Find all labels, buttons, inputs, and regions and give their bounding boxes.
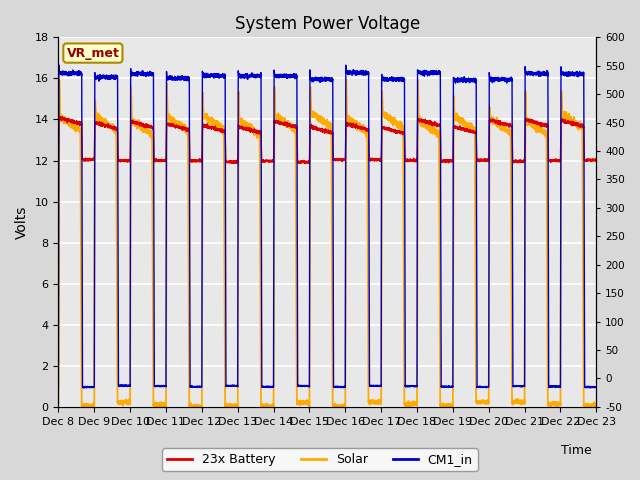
Text: VR_met: VR_met — [67, 47, 119, 60]
CM1_in — [54, 384, 62, 390]
23x Battery — [257, 138, 265, 144]
Solar — [54, 403, 62, 408]
Solar — [296, 398, 303, 404]
Line: CM1_in: CM1_in — [58, 65, 596, 388]
23x Battery — [56, 114, 63, 120]
Text: Time: Time — [561, 444, 591, 457]
CM1_in — [588, 384, 596, 390]
Solar — [182, 127, 190, 132]
Solar — [257, 404, 265, 409]
23x Battery — [182, 126, 190, 132]
Title: System Power Voltage: System Power Voltage — [235, 15, 420, 33]
Solar — [332, 407, 339, 412]
Y-axis label: Volts: Volts — [15, 205, 29, 239]
23x Battery — [185, 127, 193, 132]
23x Battery — [180, 126, 188, 132]
23x Battery — [301, 161, 308, 167]
23x Battery — [296, 159, 303, 165]
Solar — [593, 403, 600, 408]
Legend: 23x Battery, Solar, CM1_in: 23x Battery, Solar, CM1_in — [163, 448, 477, 471]
23x Battery — [588, 157, 596, 163]
23x Battery — [54, 156, 62, 162]
CM1_in — [182, 75, 190, 81]
CM1_in — [180, 76, 188, 82]
CM1_in — [81, 385, 89, 391]
Line: Solar: Solar — [58, 80, 596, 409]
23x Battery — [593, 156, 600, 162]
CM1_in — [185, 75, 193, 81]
CM1_in — [55, 62, 63, 68]
Solar — [588, 402, 596, 408]
CM1_in — [593, 384, 600, 390]
CM1_in — [296, 383, 303, 389]
Solar — [342, 77, 350, 83]
Solar — [179, 127, 187, 133]
Solar — [185, 345, 193, 350]
Line: 23x Battery: 23x Battery — [58, 117, 596, 164]
CM1_in — [257, 177, 265, 182]
